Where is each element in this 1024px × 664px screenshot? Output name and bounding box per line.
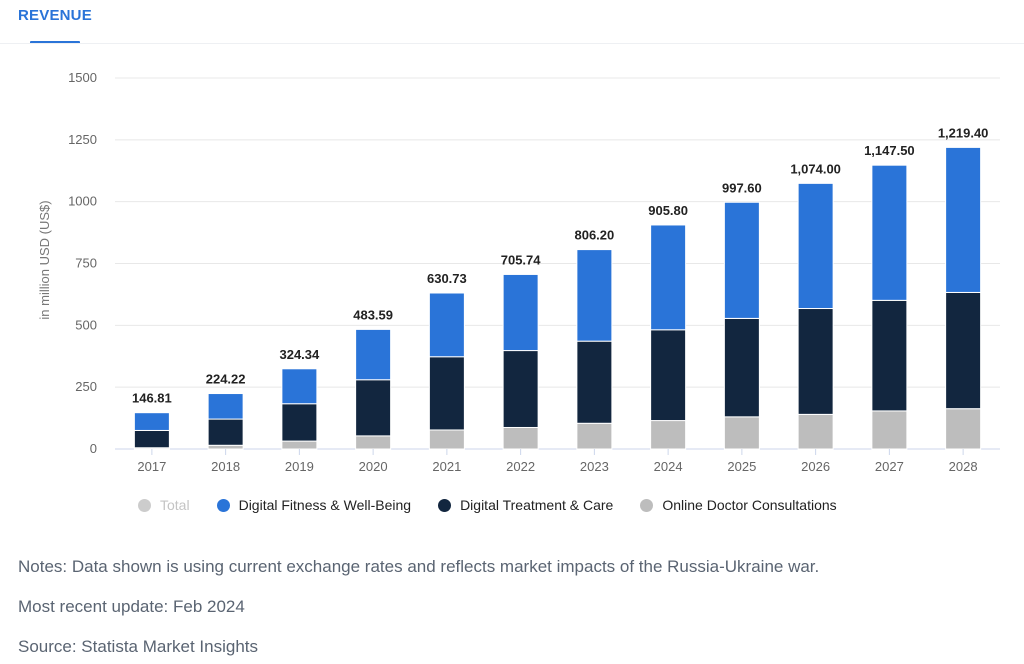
y-tick-label: 1500 <box>68 70 97 85</box>
total-data-label: 806.20 <box>574 228 614 243</box>
x-tick-label: 2025 <box>727 459 756 474</box>
bar-segment-digital-fitness-wellbeing[interactable] <box>133 412 170 431</box>
x-tick-label: 2019 <box>285 459 314 474</box>
total-data-label: 1,219.40 <box>938 125 989 140</box>
legend-item-digital-fitness-well-being[interactable]: Digital Fitness & Well-Being <box>216 497 412 513</box>
legend-item-total[interactable]: Total <box>138 497 190 513</box>
total-data-label: 224.22 <box>206 372 246 387</box>
x-tick-label: 2028 <box>949 459 978 474</box>
legend-label: Online Doctor Consultations <box>662 497 837 513</box>
y-tick-label: 1000 <box>68 194 97 209</box>
y-tick-label: 500 <box>75 317 97 332</box>
legend-dot-icon <box>438 498 452 512</box>
y-axis-ticks: 0 250 500 750 1000 1250 1500 <box>68 70 97 456</box>
legend-dot-icon <box>216 498 230 512</box>
total-data-label: 324.34 <box>279 347 320 362</box>
bar-segment-digital-treatment-care[interactable] <box>576 340 613 424</box>
x-tick-label: 2021 <box>432 459 461 474</box>
bar-segment-digital-fitness-wellbeing[interactable] <box>650 224 687 331</box>
total-data-label: 905.80 <box>648 203 688 218</box>
bar-segment-digital-treatment-care[interactable] <box>650 329 687 422</box>
bar-segment-online-doctor-consultations[interactable] <box>723 416 760 450</box>
bar-segment-digital-fitness-wellbeing[interactable] <box>871 164 908 301</box>
update-text: Most recent update: Feb 2024 <box>18 597 245 616</box>
legend-item-digital-treatment-care[interactable]: Digital Treatment & Care <box>438 497 613 513</box>
bar-segment-digital-fitness-wellbeing[interactable] <box>207 393 244 420</box>
legend-dot-icon <box>138 498 151 512</box>
bar-segment-digital-treatment-care[interactable] <box>502 350 539 428</box>
y-tick-label: 750 <box>75 256 97 271</box>
bars <box>133 146 982 450</box>
bar-segment-online-doctor-consultations[interactable] <box>871 410 908 450</box>
legend-label: Total <box>160 497 190 513</box>
legend-label: Digital Fitness & Well-Being <box>238 497 412 513</box>
total-data-label: 1,147.50 <box>864 143 915 158</box>
bar-segment-digital-treatment-care[interactable] <box>133 429 170 449</box>
bar-segment-digital-fitness-wellbeing[interactable] <box>281 368 318 405</box>
bar-segment-online-doctor-consultations[interactable] <box>797 413 834 450</box>
bar-segment-digital-fitness-wellbeing[interactable] <box>576 249 613 342</box>
bar-segment-online-doctor-consultations[interactable] <box>502 426 539 450</box>
bar-segment-digital-fitness-wellbeing[interactable] <box>428 292 465 358</box>
bar-segment-digital-treatment-care[interactable] <box>871 299 908 412</box>
bar-segment-online-doctor-consultations[interactable] <box>281 440 318 450</box>
bar-segment-online-doctor-consultations[interactable] <box>428 429 465 450</box>
y-tick-label: 250 <box>75 379 97 394</box>
x-tick-label: 2026 <box>801 459 830 474</box>
bar-segment-online-doctor-consultations[interactable] <box>355 435 392 450</box>
x-tick-label: 2024 <box>654 459 683 474</box>
bar-segment-digital-treatment-care[interactable] <box>281 403 318 442</box>
legend-dot-icon <box>640 498 654 512</box>
bar-segment-digital-fitness-wellbeing[interactable] <box>723 201 760 319</box>
bar-segment-digital-treatment-care[interactable] <box>797 308 834 415</box>
bar-segment-digital-fitness-wellbeing[interactable] <box>797 182 834 310</box>
x-tick-label: 2020 <box>359 459 388 474</box>
total-labels: 146.81 224.22 324.34 483.59 630.73 705.74 806.… <box>132 125 988 405</box>
x-axis: 2017 2018 2019 2020 2021 2022 2023 2024 2025 2026… <box>137 449 978 474</box>
revenue-chart: 0 250 500 750 1000 1250 1500 in million USD (U… <box>37 70 1000 474</box>
total-data-label: 483.59 <box>353 307 393 322</box>
x-tick-label: 2022 <box>506 459 535 474</box>
total-data-label: 997.60 <box>722 180 762 195</box>
total-data-label: 146.81 <box>132 391 172 406</box>
tab-revenue[interactable]: REVENUE <box>18 7 92 24</box>
bar-segment-online-doctor-consultations[interactable] <box>207 444 244 450</box>
x-tick-label: 2017 <box>137 459 166 474</box>
bar-segment-digital-fitness-wellbeing[interactable] <box>355 328 392 381</box>
bar-segment-digital-treatment-care[interactable] <box>723 317 760 418</box>
legend-label: Digital Treatment & Care <box>460 497 614 513</box>
x-tick-label: 2027 <box>875 459 904 474</box>
bar-segment-digital-fitness-wellbeing[interactable] <box>945 146 982 293</box>
bar-segment-digital-fitness-wellbeing[interactable] <box>502 273 539 352</box>
bar-segment-online-doctor-consultations[interactable] <box>650 420 687 450</box>
x-tick-label: 2023 <box>580 459 609 474</box>
notes-text: Notes: Data shown is using current excha… <box>18 557 820 576</box>
active-tab-indicator <box>30 41 80 44</box>
bar-segment-digital-treatment-care[interactable] <box>207 418 244 446</box>
total-data-label: 630.73 <box>427 271 467 286</box>
y-tick-label: 1250 <box>68 132 97 147</box>
bar-segment-online-doctor-consultations[interactable] <box>945 408 982 450</box>
tab-divider <box>0 43 1024 44</box>
y-tick-label: 0 <box>90 441 97 456</box>
bar-segment-online-doctor-consultations[interactable] <box>576 422 613 450</box>
bar-segment-digital-treatment-care[interactable] <box>945 291 982 410</box>
x-tick-label: 2018 <box>211 459 240 474</box>
bar-segment-digital-treatment-care[interactable] <box>355 379 392 437</box>
total-data-label: 705.74 <box>501 252 542 267</box>
legend-item-online-doctor-consultations[interactable]: Online Doctor Consultations <box>640 497 837 513</box>
source-text: Source: Statista Market Insights <box>18 637 258 656</box>
legend: Total Digital Fitness & Well-Being Digital… <box>138 497 864 513</box>
grid-lines <box>115 77 1000 450</box>
total-data-label: 1,074.00 <box>790 161 841 176</box>
y-axis-label: in million USD (US$) <box>37 200 52 319</box>
bar-segment-digital-treatment-care[interactable] <box>428 356 465 431</box>
